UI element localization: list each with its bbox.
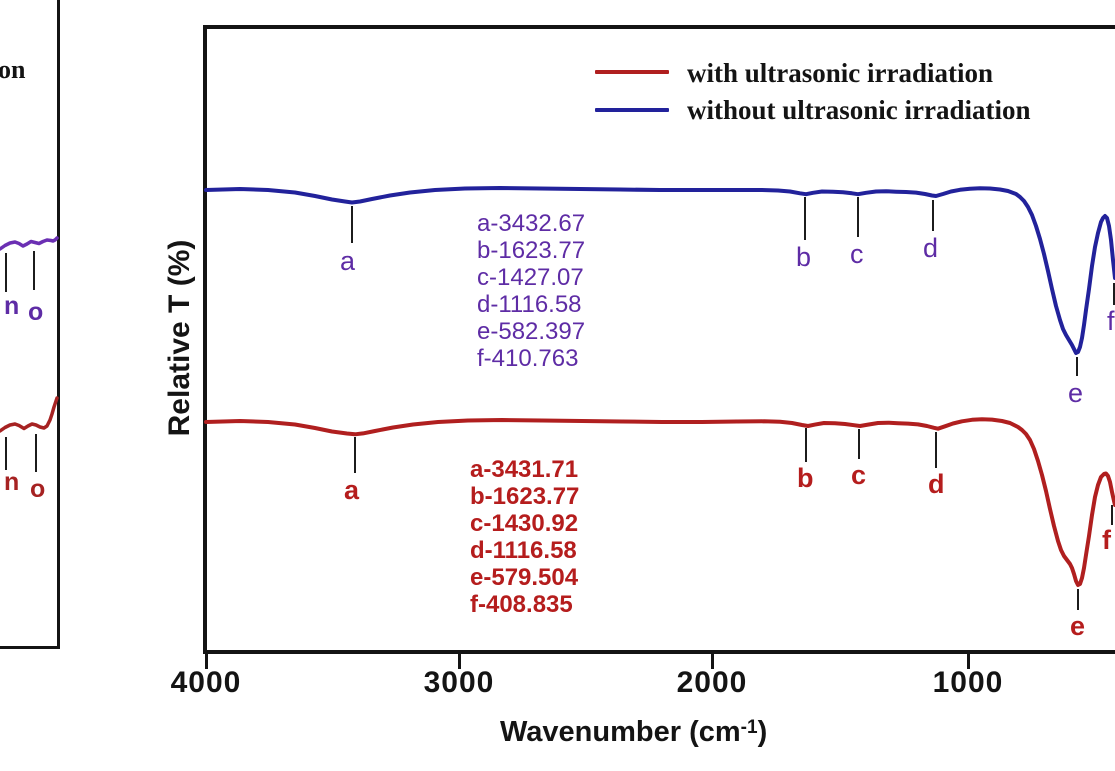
blue-peak-label-c: c (850, 239, 864, 269)
annotation-line: b-1623.77 (470, 483, 580, 510)
blue-peak-b-line (804, 197, 806, 240)
legend-line-without-ultrasonic (595, 108, 669, 112)
legend-line-with-ultrasonic (595, 70, 669, 74)
annotation-line: f-408.835 (470, 591, 573, 618)
left-figure-purple-peak-n-line (5, 253, 7, 292)
blue-peak-label-a: a (340, 246, 356, 276)
red-peak-a-line (354, 437, 356, 473)
annotation-line: a-3431.71 (470, 456, 579, 483)
x-tick-1000 (967, 654, 970, 669)
annotation-line: c-1427.07 (477, 264, 584, 291)
left-figure-bottom-border (0, 646, 60, 649)
red-peak-label-d: d (928, 469, 945, 499)
annotation-line: a-3432.67 (477, 210, 586, 237)
blue-peak-a-line (351, 206, 353, 243)
annotation-line: c-1430.92 (470, 510, 579, 537)
annotation-line: f-410.763 (477, 345, 579, 372)
x-tick-2000 (711, 654, 714, 669)
blue-peak-c-line (857, 197, 859, 237)
annotation-line: e-582.397 (477, 318, 586, 345)
red-peak-c-line (858, 429, 860, 459)
x-tick-label-3000: 3000 (423, 666, 495, 699)
blue-peak-label-f: f (1107, 306, 1115, 336)
left-figure-right-border (57, 0, 60, 649)
red-peak-d-line (935, 432, 937, 468)
x-tick-label-2000: 2000 (676, 666, 748, 699)
left-figure-purple-label-n: n (4, 292, 20, 320)
x-tick-4000 (205, 654, 208, 669)
left-figure-purple-peak-o-line (33, 251, 35, 290)
blue-peak-label-d: d (923, 233, 939, 263)
x-axis-title-end: ) (757, 716, 768, 748)
x-tick-label-1000: 1000 (932, 666, 1004, 699)
plot-left-border (203, 25, 207, 654)
red-peak-label-a: a (344, 475, 360, 505)
annotation-line: e-579.504 (470, 564, 579, 591)
blue-peak-label-b: b (796, 242, 812, 272)
left-figure-red-label-n: n (4, 468, 20, 496)
blue-peak-label-e: e (1068, 378, 1084, 408)
curve-with-ultrasonic (204, 417, 1115, 587)
left-figure-purple-curve (0, 236, 59, 251)
blue-peak-d-line (932, 200, 934, 231)
red-peak-b-line (805, 428, 807, 462)
x-axis-title-exponent: -1 (740, 717, 758, 738)
annotation-line: d-1116.58 (477, 291, 582, 318)
left-figure-purple-label-o: o (28, 298, 44, 326)
red-peak-label-f: f (1102, 525, 1111, 555)
blue-peak-e-line (1076, 357, 1078, 376)
left-figure-red-curve (0, 396, 59, 433)
left-figure-red-label-o: o (30, 475, 46, 503)
annotation-line: b-1623.77 (477, 237, 586, 264)
red-peak-label-b: b (797, 463, 814, 493)
curve-without-ultrasonic (204, 186, 1115, 355)
left-figure-red-peak-o-line (35, 434, 37, 472)
x-axis-title-base: Wavenumber (cm (500, 716, 741, 748)
red-peak-f-line (1111, 505, 1113, 525)
annotation-block-with-ultrasonic: a-3431.71 b-1623.77 c-1430.92 d-1116.58 … (470, 456, 579, 618)
red-peak-e-line (1077, 589, 1079, 610)
legend-label-with-ultrasonic: with ultrasonic irradiation (687, 58, 994, 88)
red-peak-label-c: c (851, 460, 867, 490)
annotation-block-without-ultrasonic: a-3432.67 b-1623.77 c-1427.07 d-1116.58 … (477, 210, 585, 372)
annotation-line: d-1116.58 (470, 537, 577, 564)
red-peak-label-e: e (1070, 611, 1086, 641)
blue-peak-f-line (1113, 283, 1115, 305)
x-tick-3000 (458, 654, 461, 669)
x-tick-label-4000: 4000 (170, 666, 242, 699)
left-figure-red-peak-n-line (5, 437, 7, 470)
plot-top-border (203, 25, 1115, 29)
x-axis-title: Wavenumber (cm-1) (500, 716, 767, 749)
left-figure-legend-fragment: on (0, 55, 26, 84)
plot-bottom-border (203, 650, 1115, 654)
legend-label-without-ultrasonic: without ultrasonic irradiation (687, 95, 1031, 125)
